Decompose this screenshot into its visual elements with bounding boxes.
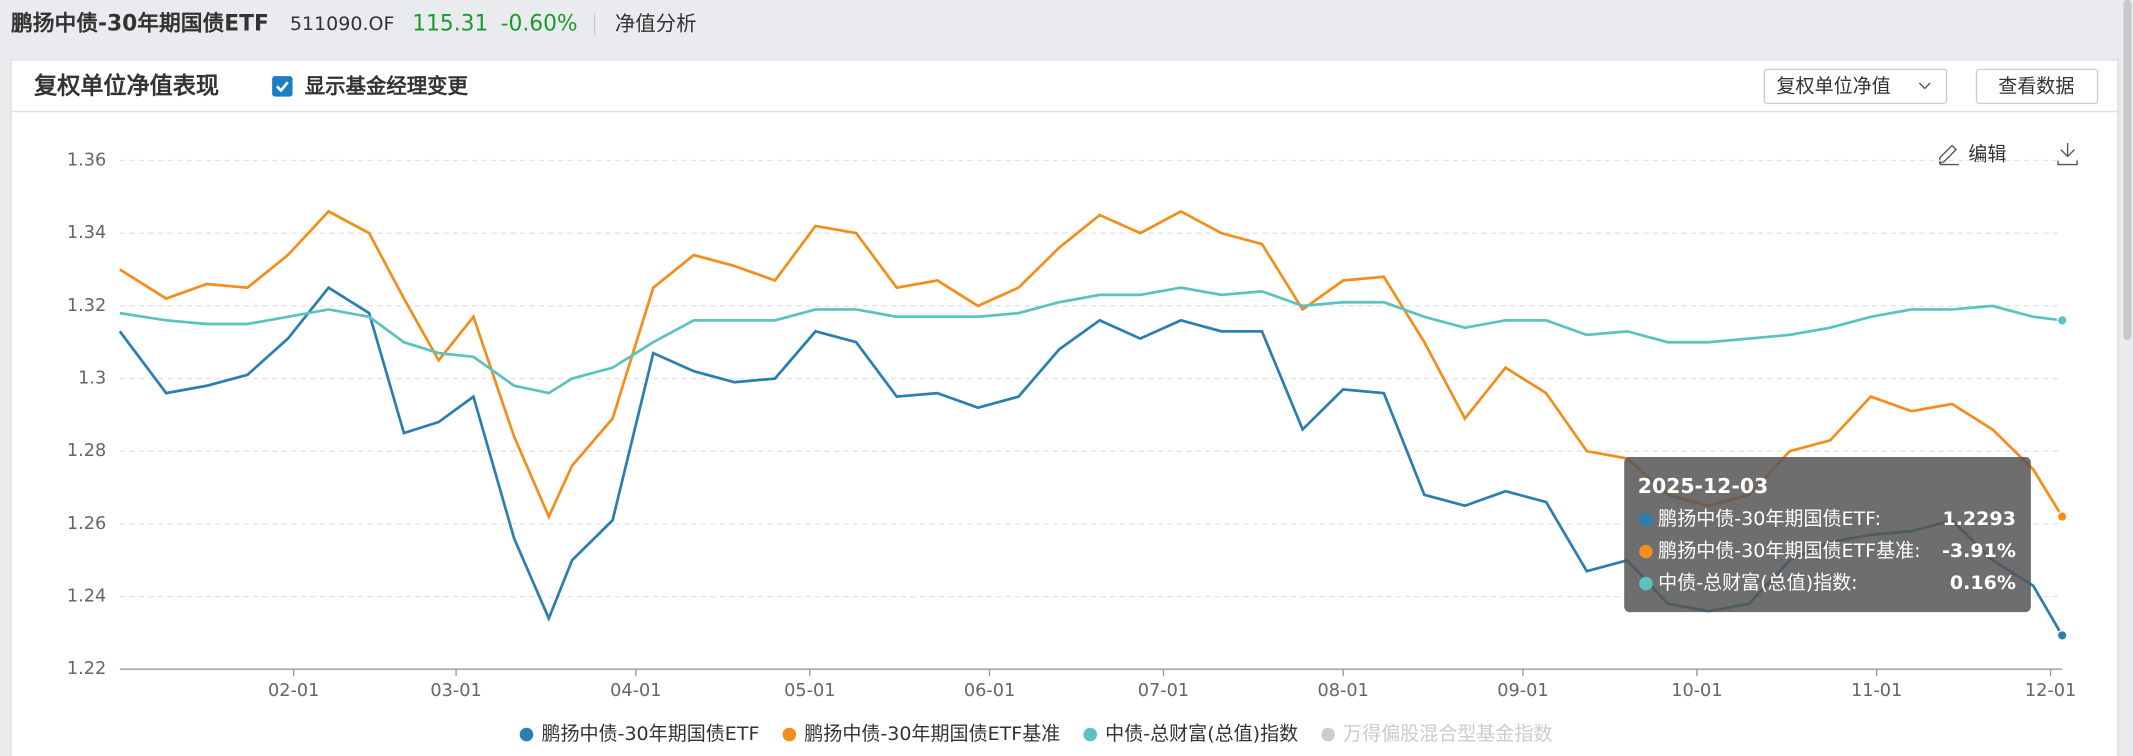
x-tick-label: 12-01	[2025, 681, 2076, 701]
x-tick-label: 07-01	[1138, 681, 1189, 701]
y-tick-label: 1.26	[67, 514, 106, 534]
legend-marker	[1321, 727, 1335, 742]
button-text[interactable]: 查看数据	[1998, 76, 2074, 98]
tooltip: 2025-12-03 鹏扬中债-30年期国债ETF: 1.2293 鹏扬中债-30年…	[1624, 457, 2031, 613]
dropdown-text[interactable]: 复权单位净值	[1777, 76, 1891, 98]
series-line	[119, 286, 2063, 395]
tooltip-value: 0.16%	[1950, 572, 2016, 594]
panel-title: 复权单位净值表现	[33, 73, 219, 100]
checkbox-label[interactable]: 显示基金经理变更	[305, 74, 469, 98]
tooltip-marker	[1639, 544, 1653, 559]
legend: 鹏扬中债-30年期国债ETF 鹏扬中债-30年期国债ETF基准 中债-总财富(总值)…	[519, 723, 1552, 745]
y-tick-label: 1.3	[78, 369, 106, 389]
y-tick-label: 1.32	[67, 296, 106, 316]
top-bar	[0, 0, 2133, 60]
edit-icon[interactable]	[1939, 144, 1959, 166]
chart: 1.22 1.24 1.26 1.28 1.3 1.32 1.34 1.36 02-01 03-0…	[67, 151, 2076, 701]
x-tick-label: 09-01	[1497, 681, 1548, 701]
end-marker	[2056, 629, 2068, 641]
chevron	[1918, 82, 1931, 90]
edit-text[interactable]: 编辑	[1968, 144, 2006, 166]
legend-label[interactable]: 中债-总财富(总值)指数	[1105, 723, 1298, 745]
end-marker	[2056, 511, 2068, 523]
x-tick-label: 11-01	[1851, 681, 1902, 701]
y-tick-label: 1.34	[67, 223, 106, 243]
button[interactable]	[1975, 68, 2099, 105]
tooltip-marker	[1639, 576, 1653, 591]
x-tick-label: 08-01	[1318, 681, 1369, 701]
tooltip-marker	[1639, 512, 1653, 527]
legend-label[interactable]: 鹏扬中债-30年期国债ETF	[541, 723, 759, 745]
dropdown[interactable]	[1763, 68, 1948, 105]
tooltip-value: -3.91%	[1942, 540, 2016, 562]
legend-marker	[782, 727, 797, 742]
scrollbar[interactable]	[2123, 0, 2132, 341]
legend-label[interactable]: 万得偏股混合型基金指数	[1343, 723, 1552, 745]
checkbox[interactable]	[272, 76, 293, 97]
y-tick-label: 1.28	[67, 441, 106, 461]
y-tick-label: 1.24	[67, 587, 106, 607]
tooltip-value: 1.2293	[1942, 508, 2015, 530]
tooltip-label: 鹏扬中债-30年期国债ETF:	[1658, 508, 1881, 530]
legend-marker	[1083, 727, 1098, 742]
fund-title: 鹏扬中债-30年期国债ETF	[11, 10, 269, 36]
check-mark	[275, 81, 289, 93]
x-tick-label: 03-01	[430, 681, 481, 701]
x-tick-label: 02-01	[268, 681, 319, 701]
fund-code: 511090.OF	[290, 13, 395, 35]
y-tick-label: 1.22	[67, 659, 106, 679]
panel	[10, 59, 2119, 756]
x-tick-label: 06-01	[964, 681, 1015, 701]
legend-marker	[519, 727, 534, 742]
x-tick-label: 04-01	[610, 681, 661, 701]
tooltip-title: 2025-12-03	[1638, 474, 1768, 498]
end-marker	[2056, 314, 2068, 326]
tooltip-label: 中债-总财富(总值)指数:	[1658, 572, 1857, 594]
price: 115.31	[412, 11, 488, 36]
change: -0.60%	[501, 11, 578, 36]
tab[interactable]: 净值分析	[615, 11, 697, 35]
x-tick-label: 05-01	[784, 681, 835, 701]
tooltip-box	[1624, 457, 2031, 613]
y-tick-label: 1.36	[67, 151, 106, 171]
download-icon[interactable]	[2057, 142, 2078, 166]
tooltip-label: 鹏扬中债-30年期国债ETF基准:	[1658, 540, 1920, 562]
legend-label[interactable]: 鹏扬中债-30年期国债ETF基准	[804, 723, 1060, 745]
x-tick-label: 10-01	[1671, 681, 1722, 701]
